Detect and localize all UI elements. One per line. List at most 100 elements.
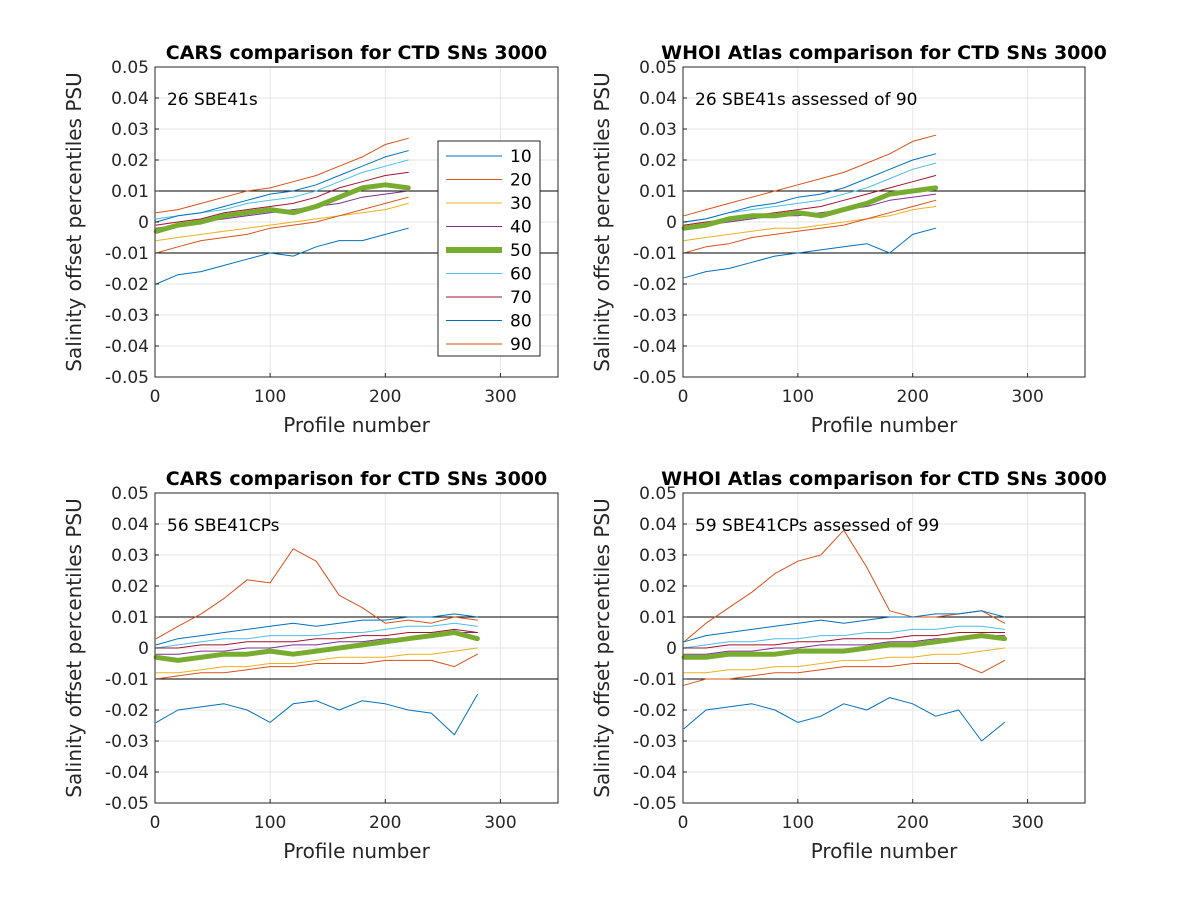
y-tick-label: -0.03 [105,732,149,752]
y-tick-label: 0 [138,639,149,659]
y-tick-label: -0.04 [105,763,149,783]
x-tick-label: 100 [782,813,814,833]
annotation-text: 26 SBE41s [167,90,258,110]
series-line-90 [155,196,409,254]
y-tick-label: -0.04 [105,337,149,357]
x-tick-label: 200 [896,387,928,407]
y-tick-label: 0.04 [111,89,149,109]
y-tick-label: 0 [138,213,149,233]
y-tick-label: -0.03 [105,306,149,326]
x-tick-label: 200 [369,387,401,407]
series-line-60 [155,622,478,649]
y-tick-label: -0.03 [633,732,677,752]
legend-label-40: 40 [510,218,532,238]
series-line-50 [681,633,1008,660]
y-tick-label: -0.01 [105,670,149,690]
y-tick-label: -0.04 [633,337,677,357]
series-line-80 [683,153,937,223]
series-line-30 [155,647,478,674]
y-tick-label: 0.05 [111,58,149,78]
y-tick-label: 0.01 [111,182,149,202]
chart-title: WHOI Atlas comparison for CTD SNs 3000 [661,468,1107,490]
x-axis-label: Profile number [283,839,430,863]
y-axis-label: Salinity offset percentiles PSU [62,498,86,797]
legend: 10 20 30 40 50 60 70 80 90 [437,140,541,357]
y-tick-label: -0.05 [105,794,149,814]
x-tick-label: 300 [484,813,516,833]
y-tick-label: -0.02 [633,275,677,295]
annotation-text: 56 SBE41CPs [167,516,280,536]
y-tick-label: 0 [666,213,677,233]
chart-title: CARS comparison for CTD SNs 3000 [166,42,547,64]
legend-label-20: 20 [510,171,532,191]
y-tick-label: 0.05 [111,484,149,504]
chart-panel-3: -0.05 -0.04 -0.03 -0.02 -0.01 0 0.01 0.02 0.03 0.… [62,468,559,863]
series-line-10 [683,227,937,279]
y-tick-label: -0.02 [105,701,149,721]
x-tick-label: 300 [484,387,516,407]
x-axis-label: Profile number [811,839,958,863]
y-tick-label: 0.03 [639,546,677,566]
y-tick-label: -0.01 [633,670,677,690]
series-line-90 [683,659,1006,686]
series-line-80 [683,610,1006,643]
series-line-50 [153,182,411,234]
chart-panel-4: -0.05 -0.04 -0.03 -0.02 -0.01 0 0.01 0.02 0.03 0.… [590,468,1107,863]
legend-label-70: 70 [510,288,532,308]
series-line-80 [155,613,478,646]
y-tick-label: 0.01 [111,608,149,628]
y-tick-label: 0 [666,639,677,659]
x-tick-label: 300 [1011,387,1043,407]
series-line-20 [683,529,1006,643]
annotation-text: 26 SBE41s assessed of 90 [695,90,918,110]
legend-label-10: 10 [510,147,532,167]
y-tick-label: -0.02 [105,275,149,295]
x-tick-label: 300 [1011,813,1043,833]
x-tick-label: 100 [782,387,814,407]
series-line-50 [153,630,480,663]
y-tick-label: -0.05 [105,368,149,388]
legend-label-90: 90 [510,335,532,355]
y-tick-label: -0.05 [633,368,677,388]
series-line-90 [683,199,937,254]
series-line-30 [155,202,409,242]
y-tick-label: -0.05 [633,794,677,814]
x-tick-label: 0 [678,387,689,407]
chart-title: WHOI Atlas comparison for CTD SNs 3000 [661,42,1107,64]
series-line-80 [155,150,409,223]
series-line-30 [683,647,1006,674]
series-line-70 [683,632,1006,649]
y-axis-label: Salinity offset percentiles PSU [590,498,614,797]
y-axis-label: Salinity offset percentiles PSU [62,72,86,371]
x-tick-label: 100 [254,813,286,833]
x-tick-label: 0 [150,813,161,833]
x-tick-label: 0 [150,387,161,407]
series-line-70 [155,628,478,649]
y-tick-label: -0.04 [633,763,677,783]
x-tick-label: 200 [896,813,928,833]
y-tick-label: 0.01 [639,608,677,628]
y-tick-label: -0.02 [633,701,677,721]
y-tick-label: 0.02 [111,577,149,597]
y-tick-label: -0.01 [633,244,677,264]
series-line-10 [155,694,478,736]
series-line-10 [683,697,1006,742]
x-tick-label: 0 [678,813,689,833]
y-tick-label: 0.02 [639,151,677,171]
y-tick-label: -0.01 [105,244,149,264]
x-tick-label: 200 [369,813,401,833]
y-tick-label: 0.04 [639,515,677,535]
y-tick-label: -0.03 [633,306,677,326]
series-line-30 [683,206,937,242]
chart-panel-2: -0.05 -0.04 -0.03 -0.02 -0.01 0 0.01 0.02 0.03 0.… [590,42,1107,437]
y-tick-label: 0.03 [639,120,677,140]
series-line-70 [155,171,409,226]
chart-title: CARS comparison for CTD SNs 3000 [166,468,547,490]
x-axis-label: Profile number [811,413,958,437]
series-line-50 [681,185,939,231]
y-tick-label: 0.04 [639,89,677,109]
y-tick-label: 0.05 [639,58,677,78]
y-tick-label: 0.03 [111,546,149,566]
series-line-20 [155,137,409,214]
